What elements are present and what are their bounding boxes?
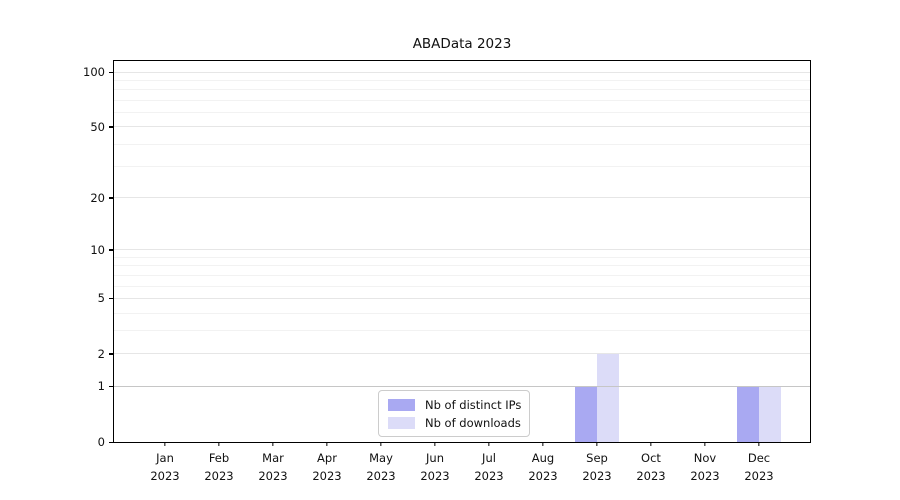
legend-entry-distinct-ips: Nb of distinct IPs: [388, 397, 522, 412]
y-tick-label: 0: [97, 435, 105, 449]
y-tick-label: 1: [97, 379, 105, 394]
y-tick-mark: [109, 441, 113, 443]
gridline: [114, 166, 810, 168]
y-tick-label: 20: [90, 190, 105, 205]
gridline: [114, 330, 810, 332]
x-tick-label: Nov 2023: [690, 451, 720, 483]
gridline: [114, 112, 810, 114]
x-tick-label: Oct 2023: [636, 451, 666, 483]
y-tick-mark: [109, 249, 113, 251]
legend-swatch-downloads: [388, 416, 415, 429]
x-tick-mark: [488, 442, 490, 446]
plot-area: 0 1 2 5 10 20 50 100 Jan 2023 Feb 2023 Mar 2023 Ap…: [83, 60, 811, 483]
x-tick-label: Jun 2023: [420, 451, 450, 483]
gridline: [114, 249, 810, 251]
gridline: [114, 285, 810, 287]
gridline: [114, 197, 810, 199]
y-tick-mark: [109, 353, 113, 355]
x-tick-label: Apr 2023: [312, 451, 342, 483]
legend: Nb of distinct IPs Nb of downloads: [378, 390, 530, 437]
y-tick-label: 10: [90, 242, 105, 257]
legend-label-downloads: Nb of downloads: [425, 415, 521, 430]
gridline: [114, 274, 810, 276]
x-tick-mark: [704, 442, 706, 446]
y-tick-label: 100: [83, 65, 105, 80]
x-tick-mark: [596, 442, 598, 446]
legend-entry-downloads: Nb of downloads: [388, 415, 521, 430]
x-tick-mark: [434, 442, 436, 446]
x-tick-mark: [380, 442, 382, 446]
x-tick-mark: [218, 442, 220, 446]
y-tick-label: 5: [97, 291, 105, 306]
y-tick-mark: [109, 385, 113, 388]
x-tick-mark: [758, 442, 760, 446]
gridline: [114, 353, 810, 355]
gridline: [114, 99, 810, 101]
gridline: [114, 71, 810, 73]
x-tick-label: Sep 2023: [582, 451, 612, 483]
y-tick-mark: [109, 126, 113, 128]
gridline: [114, 297, 810, 299]
chart-title: ABAData 2023: [412, 36, 512, 52]
x-tick-mark: [272, 442, 274, 446]
y-tick-label: 50: [90, 119, 105, 134]
bar-downloads-sep: [597, 353, 619, 442]
x-tick-label: Jul 2023: [474, 451, 504, 483]
y-tick-mark: [109, 297, 113, 300]
bar-distinct-ips-sep: [575, 386, 597, 442]
y-tick-label: 2: [97, 346, 105, 361]
gridline: [114, 79, 810, 81]
bar-distinct-ips-dec: [737, 386, 759, 442]
gridline: [114, 256, 810, 258]
x-tick-label: May 2023: [366, 451, 396, 483]
gridline: [114, 385, 810, 387]
y-tick-mark: [109, 197, 113, 199]
legend-swatch-distinct-ips: [388, 398, 415, 411]
gridline: [114, 89, 810, 91]
x-tick-label: Mar 2023: [258, 451, 288, 483]
gridline: [114, 143, 810, 145]
legend-label-distinct-ips: Nb of distinct IPs: [425, 397, 522, 412]
x-tick-mark: [542, 442, 544, 446]
bar-downloads-dec: [759, 386, 781, 442]
x-tick-label: Dec 2023: [744, 451, 774, 483]
gridline: [114, 312, 810, 314]
gridline: [114, 126, 810, 128]
x-tick-label: Feb 2023: [204, 451, 234, 483]
x-tick-mark: [164, 442, 166, 446]
x-tick-mark: [650, 442, 652, 446]
x-tick-label: Jan 2023: [150, 451, 180, 483]
x-tick-label: Aug 2023: [528, 451, 558, 483]
y-tick-mark: [109, 71, 113, 73]
gridline: [114, 265, 810, 267]
x-tick-mark: [326, 442, 328, 446]
